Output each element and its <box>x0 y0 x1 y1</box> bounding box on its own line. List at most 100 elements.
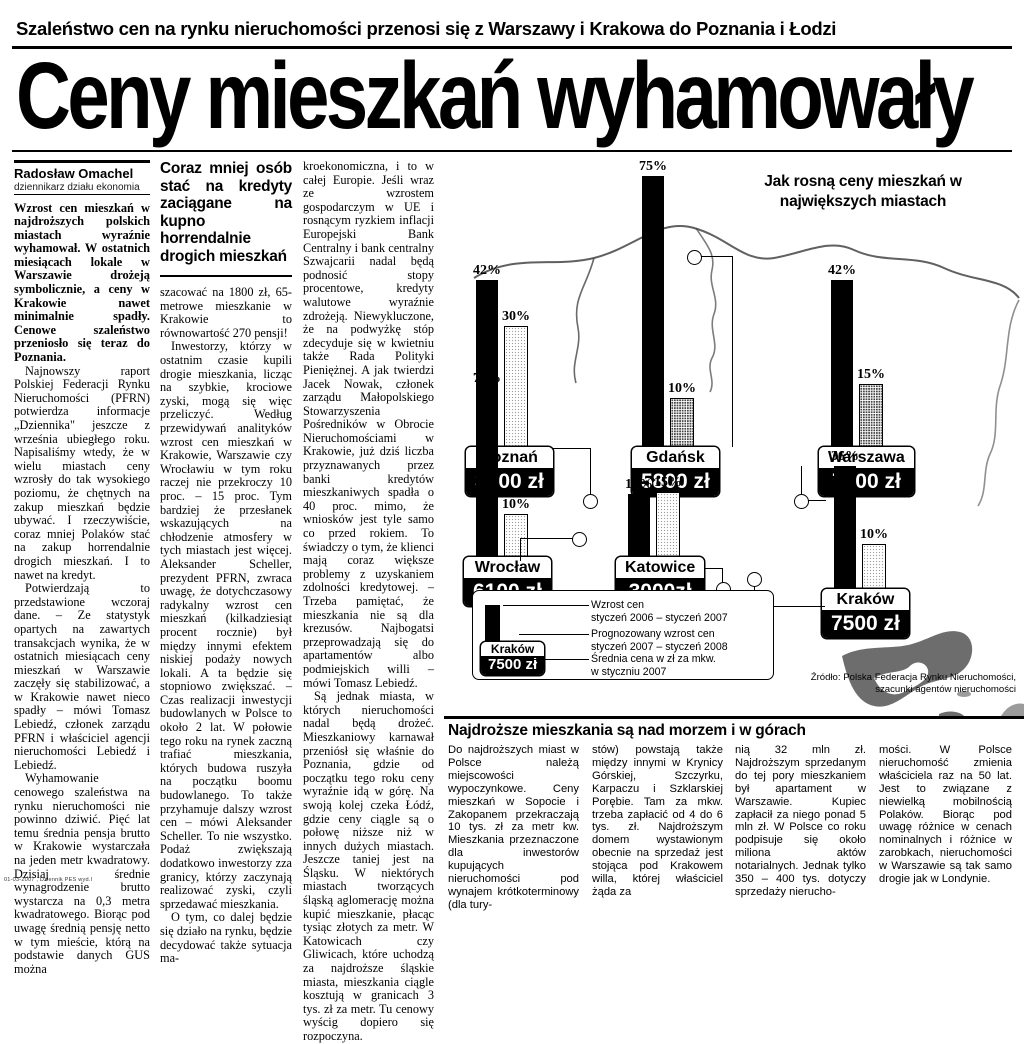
byline-rule-bottom <box>14 193 150 195</box>
sidebar-column-2: stów) powstają także między innymi w Kry… <box>592 744 723 899</box>
city-group-katowice: 15% 15% Katowice 3000zł <box>616 420 756 606</box>
page-footer-note: 01-03-2007 , Dziennik PES wyd.I <box>4 877 93 883</box>
bar-value-growth: 42% <box>473 263 501 278</box>
article-paragraph: kroekonomiczna, i to w całej Europie. Je… <box>303 159 434 690</box>
chart-source-line2: szacunki agentów nieruchomości <box>875 684 1016 695</box>
bar-growth: 36% <box>831 450 859 590</box>
byline-rule-top <box>14 160 150 163</box>
leader-dot-poznan <box>583 494 598 509</box>
bar-forecast: 15% <box>857 368 885 448</box>
bar-value-forecast: 10% <box>860 527 888 542</box>
legend-leader-3 <box>531 659 589 661</box>
leader-line-katowice <box>704 568 723 589</box>
kicker-line: Szaleństwo cen na rynku nieruchomości pr… <box>16 18 837 39</box>
rule-above-headline <box>12 46 1012 49</box>
legend-item-line1: Prognozowany wzrost cen <box>591 628 715 640</box>
bar-value-forecast: 10% <box>668 381 696 396</box>
article-paragraph: Najnowszy raport Polskiej Federacji Rynk… <box>14 363 150 582</box>
leader-line-gdansk <box>694 256 733 447</box>
leader-dot-wroclaw <box>572 532 587 547</box>
sidebar-paragraph: stów) powstają także między innymi w Kry… <box>592 744 723 898</box>
bar-forecast: 10% <box>860 528 888 590</box>
bar-value-growth: 42% <box>828 263 856 278</box>
city-name: Kraków <box>822 589 909 610</box>
sidebar-column-4: mości. W Polsce nieruchomość zmienia wła… <box>879 744 1012 886</box>
leader-dot-krakow <box>747 572 762 587</box>
bar-forecast: 10% <box>502 498 530 558</box>
bar-growth: 15% <box>625 478 653 558</box>
article-paragraph: O tym, co dalej będzie się działo na ryn… <box>160 910 292 966</box>
city-plate-gdansk[interactable]: Gdańsk 5800 zł <box>632 447 719 496</box>
bar-value-growth: 15% <box>625 477 653 492</box>
byline-author: Radosław Omachel <box>14 165 134 181</box>
bar-growth: 42% <box>828 264 856 448</box>
rule-below-headline <box>12 150 1012 152</box>
article-column-3: kroekonomiczna, i to w całej Europie. Je… <box>303 159 434 1044</box>
leader-dot-warszawa <box>794 494 809 509</box>
city-group-wroclaw: 74% 10% Wrocław 6100 zł <box>464 370 599 606</box>
legend-item-line1: Wzrost cen <box>591 599 644 611</box>
leader-line-poznan <box>552 448 591 501</box>
bar-value-forecast: 15% <box>857 367 885 382</box>
bar-value-growth: 75% <box>639 159 667 174</box>
legend-item-growth: Wzrost cen styczeń 2006 – styczeń 2007 <box>591 599 728 624</box>
sidebar-heading: Najdroższe mieszkania są nad morzem i w … <box>448 722 806 739</box>
article-lead: Wzrost cen mieszkań w najdroższych polsk… <box>14 200 150 365</box>
bar-forecast: 30% <box>502 310 530 448</box>
price-growth-infographic: Jak rosną ceny mieszkań w największych m… <box>444 158 1024 718</box>
legend-city-name: Kraków <box>481 642 545 656</box>
legend-leader-2 <box>519 634 589 636</box>
sidebar-paragraph: nią 32 mln zł. Najdroższym sprzedanym do… <box>735 744 866 898</box>
bar-growth: 75% <box>639 160 667 448</box>
article-paragraph: Inwestorzy, którzy w ostatnim czasie kup… <box>160 339 292 911</box>
city-plate-warszawa[interactable]: Warszawa 7000 zł <box>819 447 914 496</box>
bar-value-forecast: 15% <box>654 475 682 490</box>
article-column-1: Radosław Omachel dziennikarz działu ekon… <box>14 160 150 976</box>
article-paragraph: Są jednak miasta, w których nieruchomośc… <box>303 689 434 1043</box>
legend-leader-1 <box>503 605 589 607</box>
chart-legend: Kraków 7500 zł Wzrost cen styczeń 2006 –… <box>472 590 774 680</box>
city-name: Warszawa <box>819 447 914 468</box>
city-group-krakow: 36% 10% Kraków 7500 zł <box>822 430 972 638</box>
legend-city-plate: Kraków 7500 zł <box>481 642 545 675</box>
chart-source-line1: Źródło: Polska Federacja Rynku Nieruchom… <box>810 672 1016 683</box>
legend-item-line2: styczeń 2007 – styczeń 2008 <box>591 640 728 653</box>
chart-title: Jak rosną ceny mieszkań w największych m… <box>764 173 962 210</box>
article-column-2: Coraz mniej osób stać na kredyty zaciąga… <box>160 160 292 966</box>
bar-forecast: 10% <box>668 382 696 448</box>
bar-value-growth: 36% <box>831 449 859 464</box>
city-name: Gdańsk <box>632 447 719 468</box>
newspaper-page: Szaleństwo cen na rynku nieruchomości pr… <box>4 18 1024 1043</box>
city-name: Wrocław <box>464 557 551 578</box>
article-deck: Coraz mniej osób stać na kredyty zaciąga… <box>160 160 292 265</box>
legend-item-price: Średnia cena w zł za mkw. w styczniu 200… <box>591 653 716 678</box>
legend-item-line2: styczeń 2006 – styczeń 2007 <box>591 611 728 624</box>
article-paragraph: Potwierdzają to przedstawione wczoraj da… <box>14 581 150 772</box>
chart-source: Źródło: Polska Federacja Rynku Nieruchom… <box>768 672 1016 696</box>
article-paragraph: Wyhamowanie cenowego szaleństwa na rynku… <box>14 771 150 976</box>
legend-item-line1: Średnia cena w zł za mkw. <box>591 653 716 665</box>
bar-value-forecast: 10% <box>502 497 530 512</box>
bar-growth: 74% <box>473 372 501 558</box>
byline-role: dziennikarz działu ekonomia <box>14 181 140 193</box>
article-paragraph: szacować na 1800 zł, 65-metrowe mieszkan… <box>160 285 292 340</box>
deck-rule <box>160 274 292 278</box>
city-group-gdansk: 75% 10% Gdańsk 5800 zł <box>632 158 772 496</box>
leader-dot-gdansk <box>687 250 702 265</box>
sidebar-paragraph: mości. W Polsce nieruchomość zmienia wła… <box>879 744 1012 886</box>
leader-line-warszawa <box>801 466 826 501</box>
sidebar-column-1: Do najdroższych miast w Polsce należą mi… <box>448 744 579 912</box>
city-plate-krakow[interactable]: Kraków 7500 zł <box>822 589 909 638</box>
sidebar-column-3: nią 32 mln zł. Najdroższym sprzedanym do… <box>735 744 866 899</box>
leader-line-wroclaw <box>520 538 579 561</box>
legend-item-line2: w styczniu 2007 <box>591 665 667 678</box>
bar-value-forecast: 30% <box>502 309 530 324</box>
city-name: Katowice <box>616 557 705 578</box>
sidebar-paragraph: Do najdroższych miast w Polsce należą mi… <box>448 744 579 911</box>
bar-value-growth: 74% <box>473 371 501 386</box>
legend-item-forecast: Prognozowany wzrost cen styczeń 2007 – s… <box>591 628 728 653</box>
page-title: Ceny mieszkań wyhamowały <box>16 43 975 150</box>
legend-city-price: 7500 zł <box>481 656 545 675</box>
bar-forecast: 15% <box>654 476 682 558</box>
city-price: 5800 zł <box>632 468 719 496</box>
